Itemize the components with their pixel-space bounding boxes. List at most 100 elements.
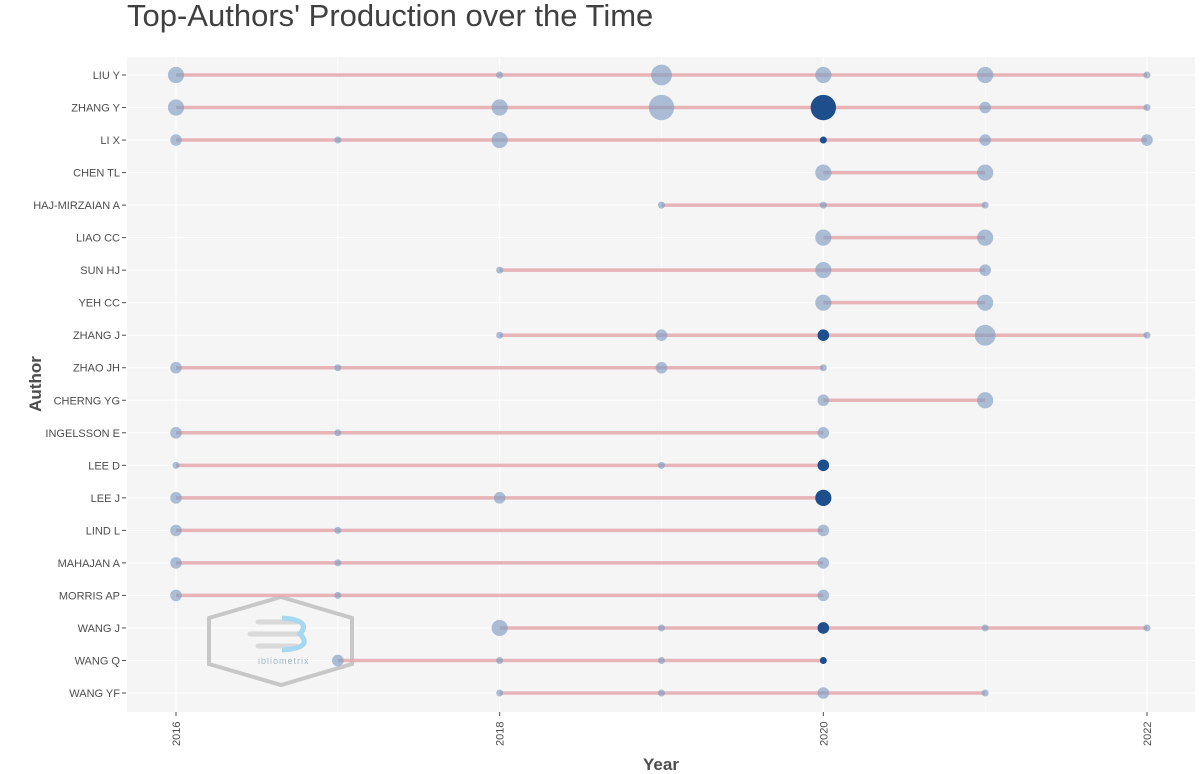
plot-panel [127,57,1195,712]
data-point [817,329,830,342]
x-axis: 2016 2018 2020 2022 [171,712,1154,746]
data-point [170,134,182,146]
y-tick-label: LIND L [86,525,120,537]
data-point [979,101,991,114]
y-tick-label: ZHAO JH [73,363,120,375]
data-point [815,294,832,311]
data-point [979,134,991,146]
y-tick-label: LIU Y [93,70,121,82]
data-point [167,99,185,116]
data-point [819,201,827,209]
y-tick-label: WANG YF [69,688,120,700]
data-point [491,131,508,149]
data-point [170,426,182,439]
data-point [1143,331,1151,339]
data-point [332,654,344,667]
data-point [979,264,991,276]
data-point [817,459,830,472]
data-point [815,229,832,246]
y-tick-label: MAHAJAN A [58,558,121,570]
data-point [658,656,665,664]
data-point [170,589,182,602]
y-axis-title: Author [26,356,45,412]
data-point [819,364,827,372]
data-point [981,201,989,209]
x-tick-label: 2016 [171,722,183,746]
data-point [974,324,996,346]
y-tick-label: LIAO CC [76,233,120,245]
data-point [648,94,675,121]
data-point [977,294,994,311]
data-point [817,622,830,634]
watermark-hexagon [207,594,354,688]
watermark-b-lines [247,619,303,649]
data-point [817,394,830,407]
data-point [815,489,832,506]
chart-title: Top-Authors' Production over the Time [127,0,654,33]
y-tick-label: SUN HJ [80,265,120,277]
data-point [334,136,342,144]
data-point [1143,104,1151,112]
data-point [334,364,342,372]
data-point [1143,71,1151,79]
data-point [981,689,989,697]
y-tick-label: WANG Q [75,655,121,667]
y-tick-label: CHERNG YG [54,395,120,407]
x-axis-title: Year [643,755,679,774]
data-point [655,329,668,342]
data-point [658,624,665,632]
x-tick-label: 2018 [495,722,507,746]
data-point [167,66,185,84]
data-point [496,689,504,697]
data-point [170,524,182,537]
data-point [658,201,665,209]
data-point [651,64,672,86]
data-point [493,492,506,504]
y-tick-label: LEE J [91,493,120,505]
data-point [491,99,508,116]
data-point [981,624,989,632]
data-point [977,229,994,246]
points-layer [167,64,1153,699]
data-point [1141,134,1153,146]
data-point [496,331,504,339]
data-point [819,656,827,664]
y-tick-label: ZHANG J [73,330,120,342]
y-tick-label: CHEN TL [73,168,120,180]
data-point [334,429,342,437]
bibliometrix-hexagon-logo: ibliometrix [207,594,354,688]
data-point [170,557,182,569]
data-point [496,71,504,79]
y-tick-label: INGELSSON E [45,428,120,440]
segments-layer [176,73,1147,695]
data-point [977,164,994,181]
data-point [815,66,832,84]
data-point [334,559,342,567]
data-point [170,492,182,504]
data-point [817,524,830,537]
y-tick-label: LI X [100,135,120,147]
data-point [170,361,182,374]
data-point [810,94,837,121]
data-point [658,461,665,469]
data-point [334,591,342,599]
x-tick-label: 2020 [818,722,830,746]
y-tick-label: HAJ-MIRZAIAN A [33,200,120,212]
data-point [658,689,665,697]
data-point [977,392,994,409]
data-point [815,164,832,181]
data-point [496,656,504,664]
data-point [815,262,832,279]
y-tick-label: ZHANG Y [71,103,120,115]
data-point [1143,624,1151,632]
y-tick-label: WANG J [78,623,120,635]
data-point [172,461,180,469]
data-point [817,589,830,602]
y-axis: LIU Y ZHANG Y LI X CHEN TL HAJ-MIRZAIAN A LIA… [33,70,126,700]
watermark-b-curve [281,615,307,653]
data-point [817,426,830,439]
data-point [977,66,994,84]
watermark-text: ibliometrix [258,656,310,666]
x-tick-label: 2022 [1142,722,1154,746]
